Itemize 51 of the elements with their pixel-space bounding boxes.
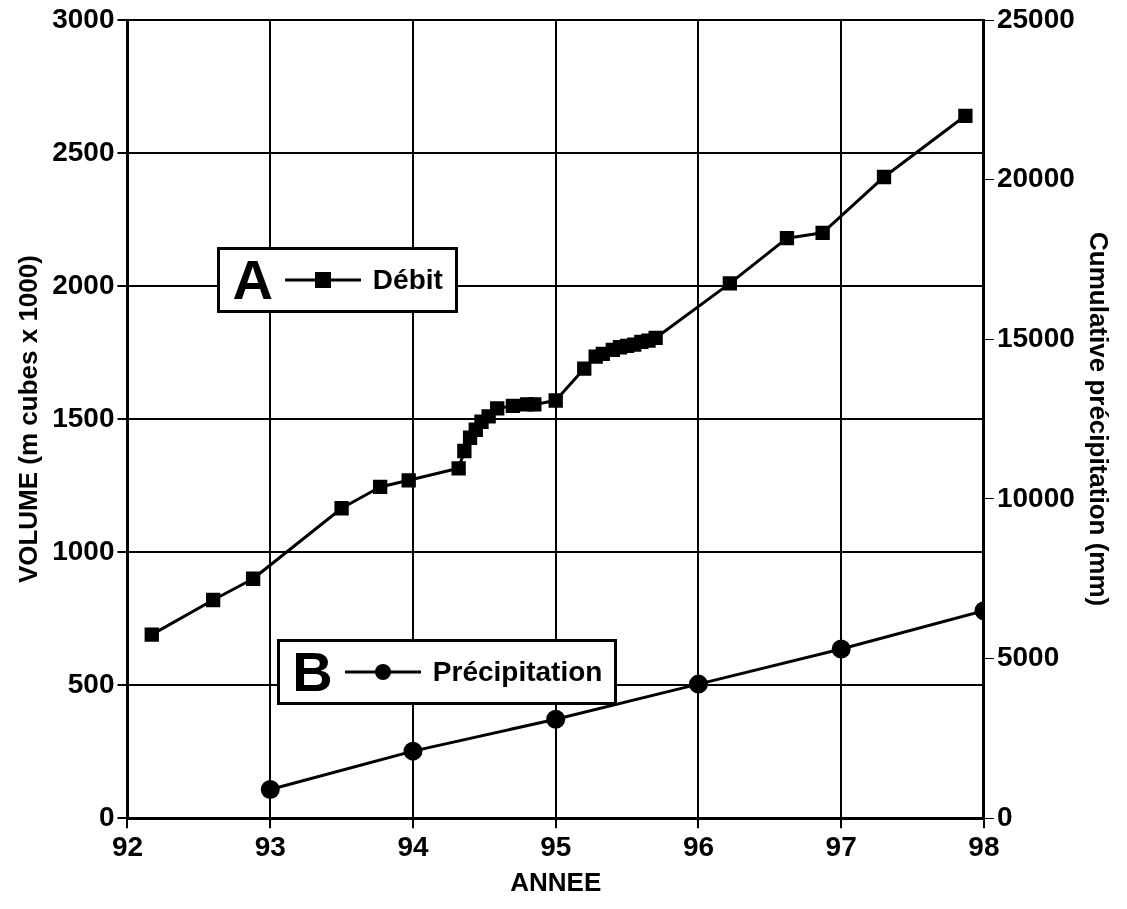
y-tick-label: 2500 — [52, 135, 115, 167]
x-tick-label: 93 — [254, 830, 286, 862]
x-tick-label: 94 — [397, 830, 429, 862]
x-tick-label: 95 — [540, 830, 572, 862]
x-tick-label: 97 — [825, 830, 857, 862]
point — [958, 108, 973, 123]
x-tick-label: 92 — [111, 830, 144, 862]
y-tick-label: 1000 — [52, 534, 115, 566]
point — [457, 443, 472, 459]
point — [260, 779, 280, 799]
point — [688, 674, 708, 694]
point — [401, 473, 416, 488]
point — [505, 398, 521, 413]
x-tick-label: 96 — [682, 830, 715, 862]
point — [722, 276, 738, 291]
y-axis-title: VOLUME (m cubes x 1000) — [12, 255, 43, 584]
point — [334, 501, 349, 516]
point — [403, 741, 423, 761]
point — [831, 639, 851, 659]
point — [372, 479, 388, 495]
point — [548, 393, 563, 408]
y-tick-label: 1500 — [52, 401, 115, 433]
y-tick-label: 3000 — [52, 2, 115, 34]
x-axis-title: ANNEE — [510, 866, 602, 897]
y-tick-label: 0 — [98, 800, 115, 832]
point — [648, 330, 663, 346]
point — [779, 231, 795, 246]
point — [205, 592, 221, 608]
y-tick-label: 500 — [67, 667, 115, 699]
point — [546, 709, 566, 729]
point — [245, 571, 261, 586]
annotation: B — [292, 639, 333, 703]
legend-label: Débit — [372, 264, 443, 297]
point — [144, 627, 159, 642]
y2-tick-label: 10000 — [996, 481, 1075, 513]
y2-tick-label: 20000 — [996, 162, 1075, 194]
y2-tick-label: 15000 — [996, 322, 1075, 353]
point — [451, 461, 466, 476]
x-tick-label: 98 — [968, 830, 1000, 862]
y-tick-label: 2000 — [52, 268, 115, 300]
point — [527, 397, 542, 412]
point — [815, 225, 830, 241]
annotation: A — [232, 248, 273, 312]
y2-tick-label: 0 — [996, 800, 1013, 832]
point — [876, 169, 892, 185]
y2-tick-label: 25000 — [996, 2, 1075, 34]
point — [577, 361, 592, 376]
point — [490, 401, 505, 416]
y2-tick-label: 5000 — [996, 641, 1060, 673]
y2-axis-title: Cumulative précipitation (mm) — [1084, 232, 1115, 607]
legend-label: Précipitation — [432, 655, 603, 688]
